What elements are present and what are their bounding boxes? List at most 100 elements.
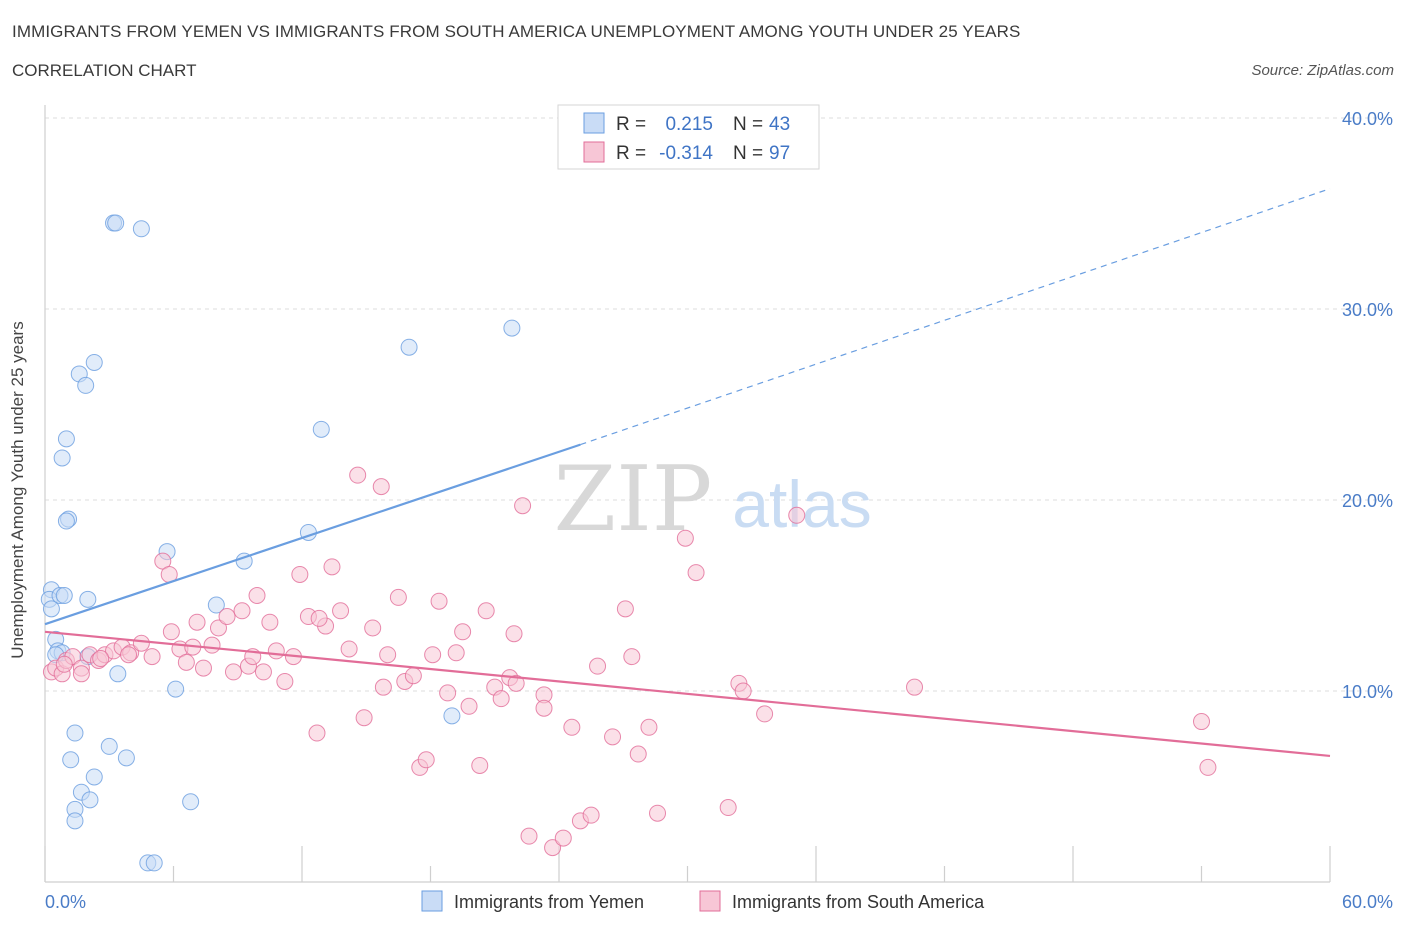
yemen-point bbox=[66, 724, 84, 742]
tick-labels: 10.0% 20.0% 30.0% 40.0% 0.0% 60.0% bbox=[45, 109, 1393, 912]
south-america-trend-line bbox=[44, 630, 1331, 758]
south-america-point bbox=[535, 699, 553, 717]
south-america-point bbox=[616, 600, 634, 618]
south-america-point bbox=[563, 718, 581, 736]
south-america-point bbox=[756, 705, 774, 723]
south-america-point bbox=[254, 663, 272, 681]
yemen-point bbox=[53, 449, 71, 467]
south-america-point bbox=[132, 634, 150, 652]
yemen-point bbox=[81, 791, 99, 809]
south-america-point bbox=[492, 690, 510, 708]
south-america-point bbox=[308, 724, 326, 742]
south-america-point bbox=[291, 565, 309, 583]
yemen-trend-extension bbox=[580, 188, 1331, 446]
yemen-point bbox=[207, 596, 225, 614]
axes bbox=[44, 105, 1331, 883]
yemen-point bbox=[55, 587, 73, 604]
south-america-point bbox=[177, 653, 195, 671]
south-america-point bbox=[439, 684, 457, 702]
south-america-point bbox=[332, 602, 350, 620]
y-tick-label: 40.0% bbox=[1342, 109, 1393, 129]
yemen-point bbox=[132, 220, 150, 238]
south-america-point bbox=[719, 799, 737, 817]
south-america-point bbox=[261, 613, 279, 631]
source-credit: Source: ZipAtlas.com bbox=[1251, 62, 1394, 79]
legend-swatch bbox=[421, 890, 443, 912]
south-america-point bbox=[734, 682, 752, 700]
south-america-point bbox=[649, 804, 667, 822]
stats-r-label: R = bbox=[616, 114, 646, 135]
south-america-point bbox=[623, 648, 641, 666]
south-america-point bbox=[389, 588, 407, 606]
south-america-point bbox=[310, 609, 328, 627]
yemen-point bbox=[117, 749, 135, 767]
south-america-point bbox=[788, 506, 806, 524]
legend-item-label: Immigrants from South America bbox=[732, 892, 985, 912]
yemen-point bbox=[182, 793, 200, 811]
south-america-point bbox=[194, 659, 212, 677]
south-america-point bbox=[120, 646, 138, 664]
yemen-point bbox=[443, 707, 461, 725]
south-america-point bbox=[1193, 713, 1210, 731]
stats-n-label: N = bbox=[733, 143, 763, 164]
stats-n-value: 97 bbox=[769, 143, 790, 164]
legend-swatch bbox=[699, 890, 721, 912]
south-america-point bbox=[589, 657, 607, 675]
south-america-point bbox=[203, 636, 221, 654]
x-tick-label: 0.0% bbox=[45, 892, 86, 912]
south-america-point bbox=[143, 648, 161, 666]
south-america-point bbox=[430, 592, 448, 610]
yemen-point bbox=[100, 737, 118, 755]
watermark-atlas: atlas bbox=[732, 467, 871, 541]
stats-n-value: 43 bbox=[769, 114, 790, 135]
yemen-point bbox=[62, 751, 80, 769]
south-america-point bbox=[514, 497, 532, 515]
south-america-point bbox=[364, 619, 382, 637]
south-america-point bbox=[218, 608, 236, 626]
south-america-point bbox=[209, 619, 227, 637]
south-america-point bbox=[687, 564, 705, 582]
yemen-point bbox=[503, 319, 521, 337]
south-america-point bbox=[520, 827, 538, 845]
south-america-point bbox=[188, 613, 206, 631]
south-america-point bbox=[604, 728, 622, 746]
south-america-point bbox=[582, 806, 600, 824]
south-america-point bbox=[340, 640, 358, 658]
south-america-point bbox=[447, 644, 465, 662]
yemen-point bbox=[400, 338, 418, 356]
south-america-point bbox=[55, 655, 73, 673]
south-america-point bbox=[379, 646, 397, 664]
yemen-point bbox=[77, 376, 95, 394]
south-america-point bbox=[248, 587, 266, 604]
south-america-point bbox=[323, 558, 341, 576]
stats-swatch bbox=[583, 141, 605, 163]
stats-n-label: N = bbox=[733, 114, 763, 135]
south-america-point bbox=[505, 625, 523, 643]
yemen-trend-line bbox=[44, 443, 581, 626]
y-tick-label: 10.0% bbox=[1342, 682, 1393, 702]
south-america-point bbox=[424, 646, 442, 664]
yemen-point bbox=[312, 420, 330, 438]
south-america-point bbox=[72, 665, 90, 683]
stats-r-value: 0.215 bbox=[665, 114, 713, 135]
south-america-point bbox=[1199, 758, 1217, 776]
chart-subtitle: CORRELATION CHART bbox=[12, 61, 197, 80]
yemen-point bbox=[85, 353, 103, 371]
y-tick-label: 20.0% bbox=[1342, 491, 1393, 511]
yemen-point bbox=[66, 812, 84, 830]
yemen-point bbox=[167, 680, 185, 698]
south-america-point bbox=[92, 650, 110, 668]
south-america-point bbox=[233, 602, 251, 620]
south-america-point bbox=[507, 674, 525, 692]
south-america-point bbox=[224, 663, 242, 681]
south-america-point bbox=[267, 642, 285, 660]
south-america-point bbox=[544, 839, 562, 857]
stats-legend: R = 0.215 N = 43 R = -0.314 N = 97 bbox=[557, 104, 820, 170]
yemen-point bbox=[79, 590, 97, 608]
south-america-point bbox=[349, 466, 367, 484]
stats-r-value: -0.314 bbox=[659, 143, 713, 164]
south-america-point bbox=[276, 672, 294, 690]
south-america-point bbox=[554, 829, 572, 847]
south-america-point bbox=[471, 756, 489, 774]
